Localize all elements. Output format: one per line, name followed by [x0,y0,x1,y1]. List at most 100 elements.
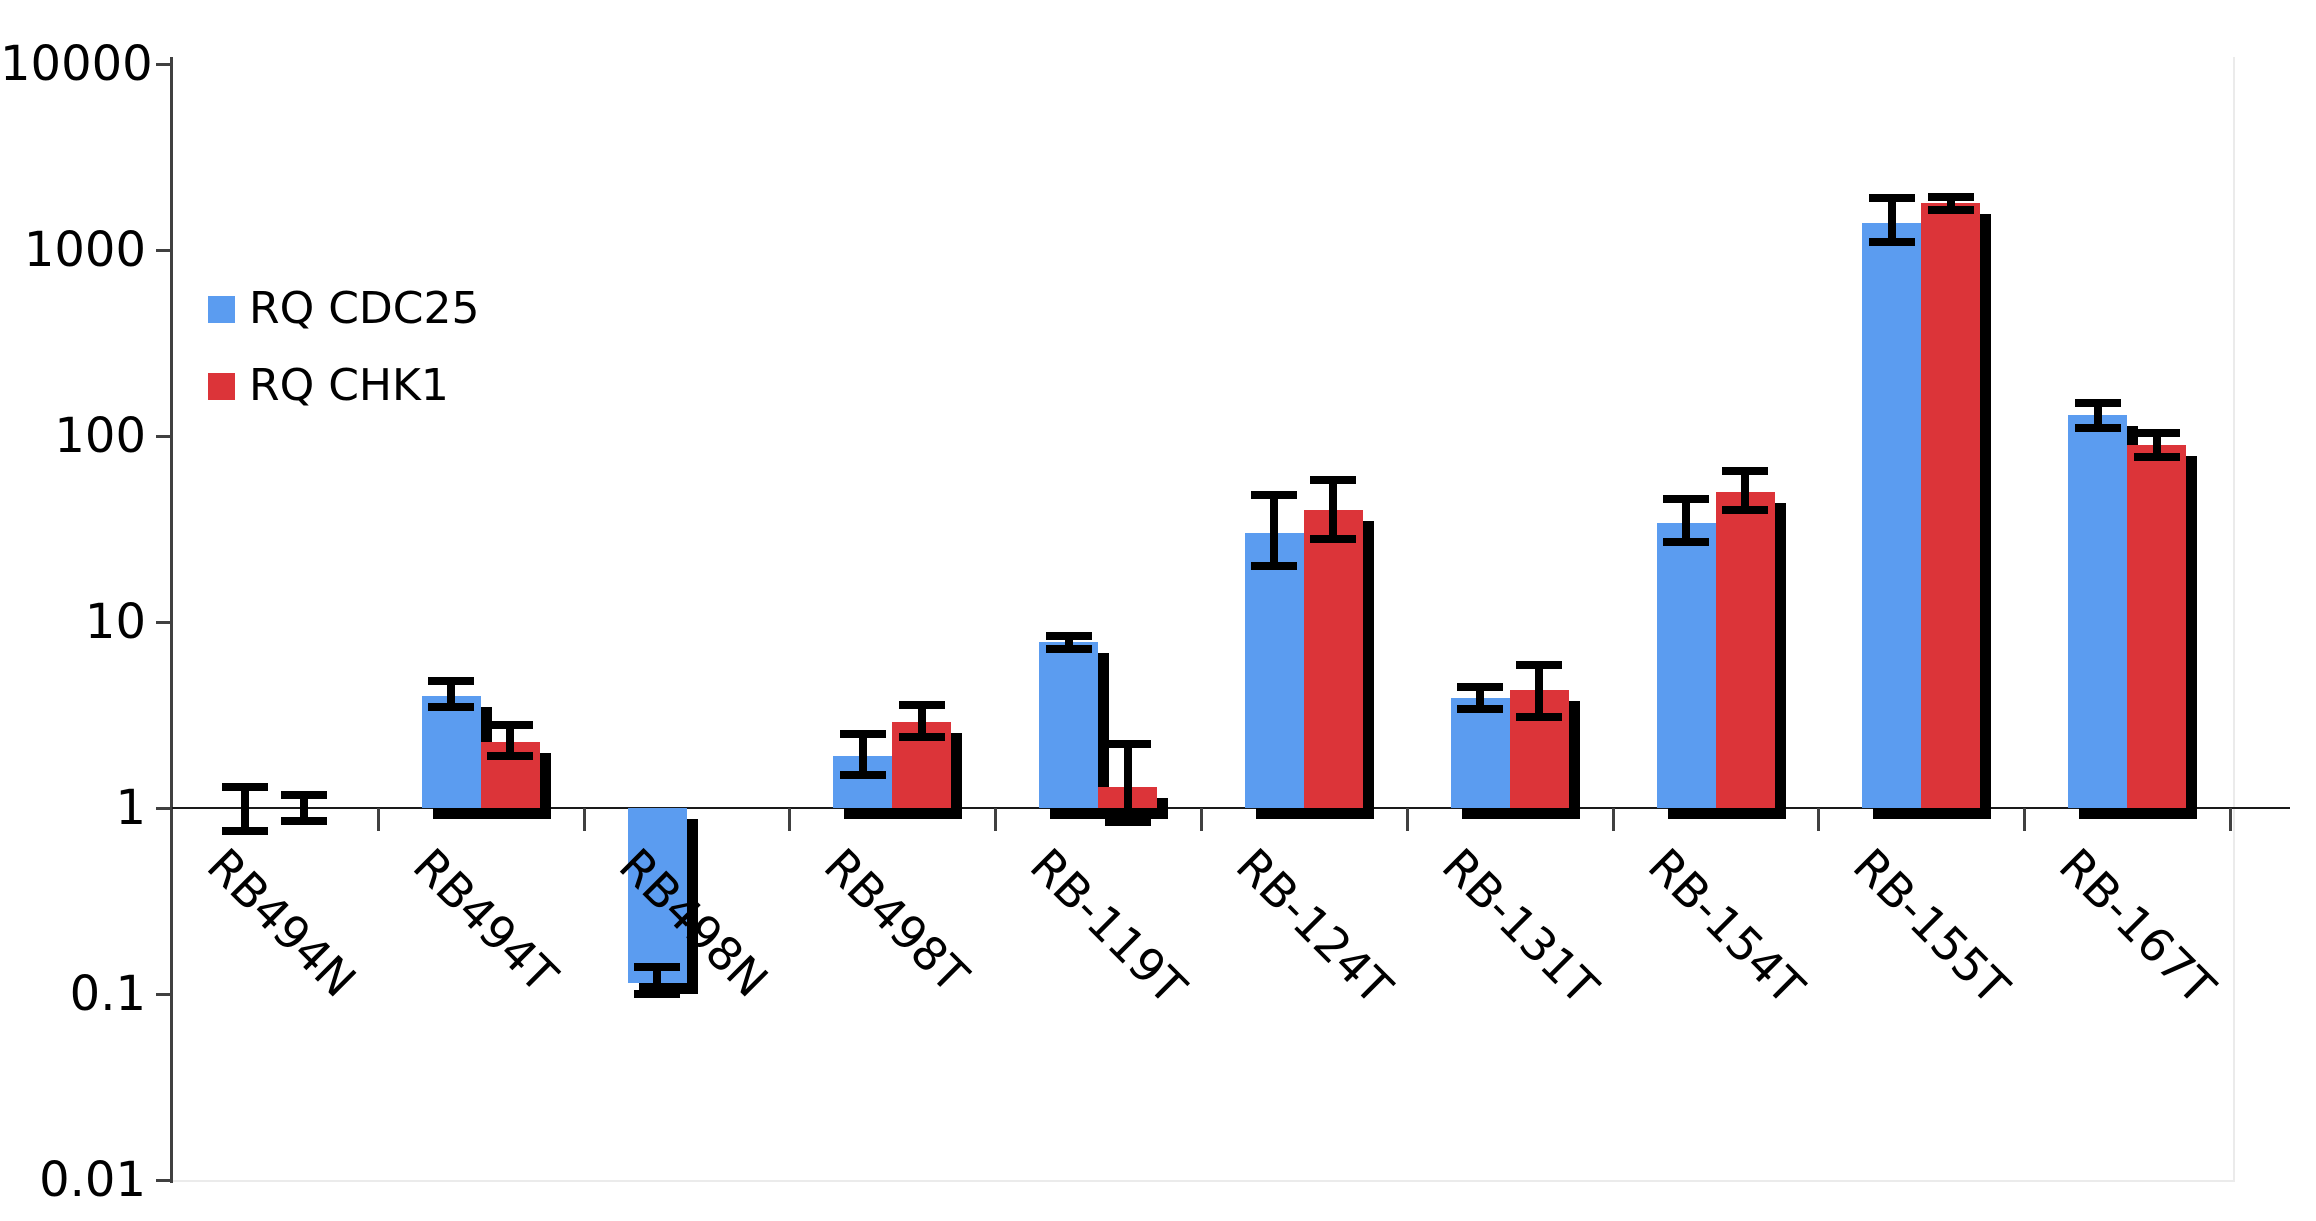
bar-rq-cdc25 [1450,698,1510,808]
x-axis-tick [1200,808,1203,831]
error-bar-cap-top [1516,660,1563,669]
x-tick-label: RB-154T [1637,838,1815,1015]
bar-rq-chk1 [1303,510,1363,808]
error-bar-cap-top [428,677,475,686]
bar-rq-cdc25 [627,808,687,983]
bar-rq-cdc25 [1862,222,1922,808]
error-bar-cap-bottom [1722,506,1768,515]
y-axis-tick [156,62,172,66]
y-tick-label: 1 [115,780,146,836]
y-axis-line [170,57,173,1183]
error-bar-cap-bottom [222,827,269,836]
error-bar-cap-bottom [1516,712,1563,721]
bar-rq-chk1 [2127,444,2187,808]
plot-border-bottom [172,1180,2235,1182]
error-bar-cap-bottom [2074,424,2121,433]
y-axis-tick [156,434,172,438]
error-bar-line [2093,403,2102,429]
y-tick-label: 1000 [23,222,146,278]
error-bar-cap-bottom [839,771,886,780]
error-bar-cap-bottom [2133,453,2180,462]
error-bar-cap-top [1868,194,1915,203]
error-bar-line [653,966,661,994]
error-bar-cap-top [1663,494,1709,503]
y-tick-label: 0.1 [69,966,146,1022]
legend-label-chk1: RQ CHK1 [249,360,449,411]
bar-rq-cdc25 [1039,642,1099,808]
plot-border-right [2233,57,2235,1180]
error-bar-cap-bottom [1663,537,1709,546]
error-bar-line [1887,198,1896,243]
error-bar-cap-top [1104,740,1151,749]
legend-item-cdc25: RQ CDC25 [208,287,480,331]
x-tick-label: RB-124T [1225,838,1403,1015]
y-axis-tick [156,620,172,624]
error-bar-line [1270,495,1279,566]
x-tick-label: RB-131T [1431,838,1609,1015]
error-bar-cap-top [2133,428,2180,437]
error-bar-line [1535,664,1544,717]
error-bar-cap-top [1310,476,1357,484]
y-tick-label: 10 [84,594,146,650]
x-tick-label: RB494T [402,838,568,1004]
error-bar-cap-bottom [1868,238,1915,247]
error-bar-cap-top [1045,632,1092,641]
bar-rq-chk1 [1921,203,1981,808]
x-axis-tick [582,808,586,831]
error-bar-line [1123,744,1132,823]
x-axis-tick [376,808,380,831]
error-bar-line [2152,432,2161,458]
error-bar-cap-top [1927,193,1974,202]
bar-rq-cdc25 [2068,414,2128,808]
error-bar-line [447,681,456,707]
x-axis-tick [1611,808,1615,831]
error-bar-cap-bottom [487,752,534,761]
error-bar-cap-top [898,700,945,709]
legend-item-chk1: RQ CHK1 [208,360,449,411]
error-bar-line [241,786,250,832]
error-bar-cap-bottom [1045,644,1092,653]
error-bar-cap-bottom [428,702,475,711]
error-bar-line [300,795,309,822]
error-bar-cap-top [2074,399,2121,408]
x-tick-label: RB498T [814,838,980,1004]
x-axis-tick [788,808,792,831]
error-bar-line [858,733,867,776]
error-bar-cap-top [487,720,534,729]
error-bar-line [1682,498,1690,542]
error-bar-cap-bottom [1251,562,1298,570]
x-tick-label: RB-119T [1019,838,1197,1015]
error-bar-line [917,704,926,738]
bar-rq-cdc25 [1244,533,1304,808]
error-bar-cap-bottom [1927,206,1974,215]
y-tick-label: 100 [54,408,146,464]
error-bar-cap-top [1457,682,1504,691]
x-tick-label: RB-167T [2048,838,2226,1015]
bar-rq-chk1 [1715,491,1775,808]
error-bar-cap-top [281,791,328,800]
error-bar-cap-bottom [1310,534,1357,543]
y-axis-tick [156,806,172,810]
error-bar-cap-top [839,729,886,738]
bar-rq-cdc25 [1656,523,1716,808]
error-bar-cap-top [222,782,269,791]
y-tick-label: 10000 [0,36,153,92]
error-bar-line [1329,480,1338,539]
error-bar-line [1064,636,1073,649]
x-tick-label: RB494N [196,838,367,1008]
y-axis-tick [156,1178,172,1182]
bar-rq-cdc25 [421,696,481,808]
legend-swatch-chk1 [208,372,235,400]
x-axis-tick [1817,808,1821,831]
error-bar-cap-bottom [1104,818,1151,827]
error-bar-cap-bottom [634,990,680,998]
error-bar-line [1946,197,1955,211]
error-bar-cap-top [1722,466,1768,475]
x-tick-label: RB-155T [1843,838,2020,1015]
error-bar-line [1741,470,1749,510]
x-axis-tick [1405,808,1409,831]
error-bar-line [1476,686,1485,710]
error-bar-cap-bottom [898,733,945,742]
x-axis-tick [994,808,998,831]
